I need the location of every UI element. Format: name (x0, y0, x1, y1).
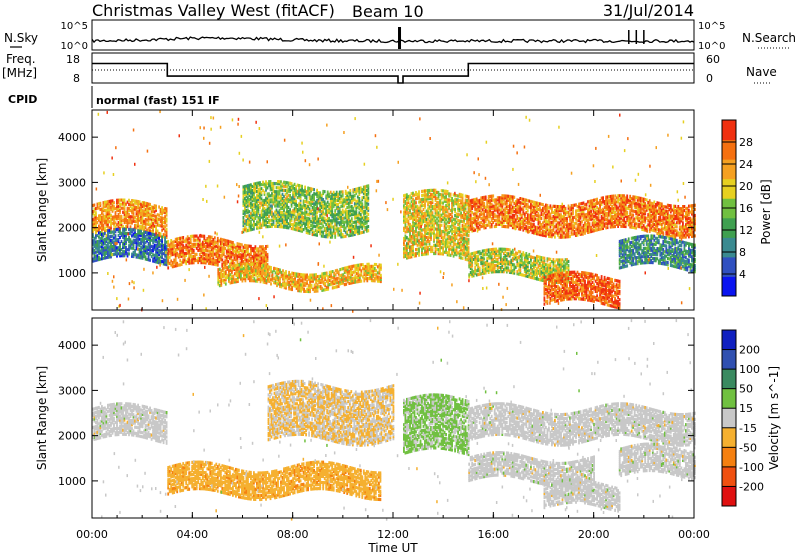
velocity-scatter (92, 319, 696, 521)
xtick-label: 00:00 (76, 528, 108, 541)
xtick-label: 20:00 (578, 528, 610, 541)
nsearch-tick-high: 10^5 (698, 21, 725, 32)
power-panel: 1000 2000 3000 4000 Slant Range [km] (35, 110, 696, 313)
ytick-label: 4000 (58, 339, 86, 352)
ytick-label: 1000 (58, 267, 86, 280)
ytick-label: 4000 (58, 131, 86, 144)
nsky-panel: N.Sky 10^5 10^0 10^5 10^0 N.Search (4, 20, 796, 52)
power-colorbar: 4 8 12 16 20 24 28 Power [dB] (722, 120, 773, 297)
cpid-value: normal (fast) 151 IF (96, 94, 220, 107)
freq-label-2: [MHz] (2, 66, 37, 80)
velocity-colorbar-tick: 15 (739, 402, 753, 415)
xtick-label: 04:00 (176, 528, 208, 541)
freq-trace (92, 64, 694, 84)
power-colorbar-tick: 28 (739, 136, 753, 149)
freq-label-1: Freq. (6, 52, 36, 66)
nave-label: Nave (746, 65, 777, 79)
ytick-label: 3000 (58, 384, 86, 397)
station-title: Christmas Valley West (fitACF) (92, 1, 335, 20)
velocity-colorbar-tick: 100 (739, 363, 760, 376)
xtick-label: 00:00 (678, 528, 710, 541)
power-colorbar-tick: 4 (739, 268, 746, 281)
date-title: 31/Jul/2014 (603, 1, 694, 20)
freq-tick-low: 8 (73, 72, 80, 85)
beam-title: Beam 10 (352, 2, 424, 21)
velocity-colorbar-label: Velocity [m s^-1] (767, 366, 781, 470)
power-colorbar-tick: 8 (739, 246, 746, 259)
nave-tick-high: 60 (706, 53, 720, 66)
velocity-panel: 1000 2000 3000 4000 00:00 04:00 08:00 12:00 16:… (35, 318, 710, 554)
cpid-label: CPID (8, 93, 37, 106)
nsky-tick-high: 10^5 (61, 21, 88, 32)
velocity-colorbar-tick: -15 (739, 422, 757, 435)
nsky-tick-low: 10^0 (61, 41, 88, 52)
xtick-label: 12:00 (377, 528, 409, 541)
xtick-label: 08:00 (277, 528, 309, 541)
power-colorbar-tick: 16 (739, 202, 753, 215)
power-colorbar-tick: 24 (739, 158, 753, 171)
velocity-colorbar-tick: -200 (739, 480, 764, 493)
freq-panel: Freq. [MHz] 18 8 60 0 Nave (2, 52, 777, 85)
ytick-label: 3000 (58, 176, 86, 189)
xtick-label: 16:00 (477, 528, 509, 541)
power-colorbar-tick: 20 (739, 180, 753, 193)
ytick-label: 2000 (58, 430, 86, 443)
velocity-colorbar-tick: 50 (739, 383, 753, 396)
nsearch-tick-low: 10^0 (698, 41, 725, 52)
nsky-trace (92, 27, 694, 49)
nave-tick-low: 0 (706, 72, 713, 85)
power-scatter (92, 110, 696, 313)
nsearch-label: N.Search (742, 31, 796, 45)
freq-tick-high: 18 (66, 53, 80, 66)
ytick-label: 1000 (58, 475, 86, 488)
power-colorbar-tick: 12 (739, 224, 753, 237)
xaxis-label: Time UT (367, 541, 418, 554)
velocity-colorbar-tick: -50 (739, 441, 757, 454)
velocity-colorbar: 200 100 50 15 -15 -50 -100 -200 Velocity [m s^-… (722, 330, 781, 507)
velocity-ylabel: Slant Range [km] (35, 366, 49, 470)
power-ylabel: Slant Range [km] (35, 158, 49, 262)
power-colorbar-label: Power [dB] (759, 179, 773, 244)
velocity-colorbar-tick: 200 (739, 344, 760, 357)
velocity-colorbar-tick: -100 (739, 461, 764, 474)
nsky-label: N.Sky (4, 31, 38, 45)
ytick-label: 2000 (58, 222, 86, 235)
